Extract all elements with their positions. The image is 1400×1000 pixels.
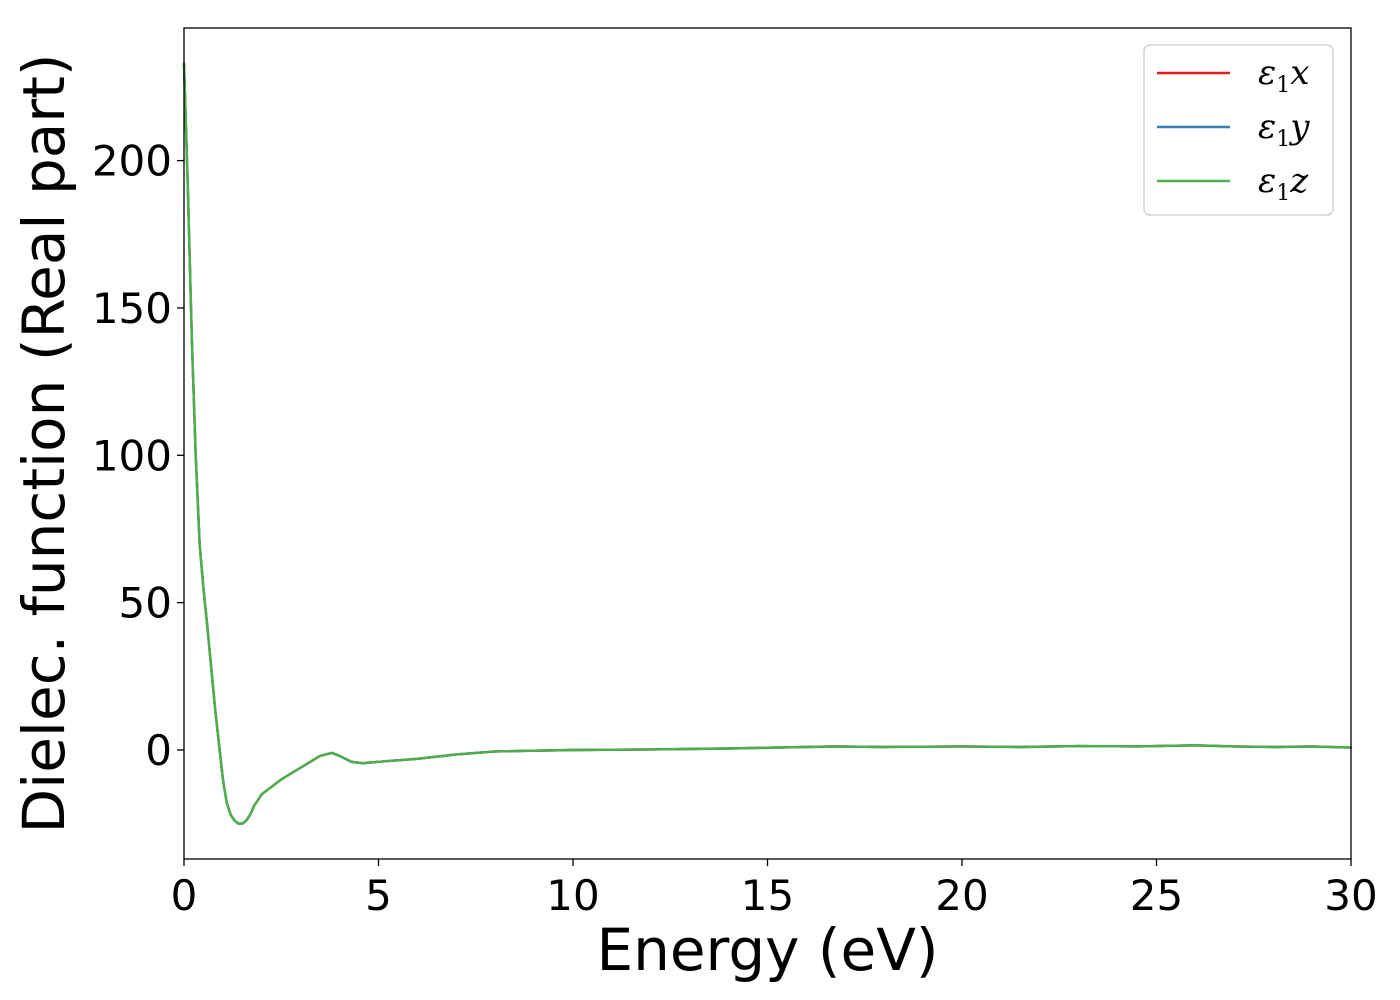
y-tick-label: 150	[92, 284, 172, 333]
x-tick-label: 15	[741, 871, 794, 920]
legend-items: ε1x ε1y ε1z	[1157, 53, 1310, 206]
legend-frame	[1143, 44, 1334, 216]
x-tick-label: 30	[1324, 871, 1377, 920]
y-axis-label: Dielec. function (Real part)	[10, 53, 78, 833]
x-tick-label: 0	[171, 871, 198, 920]
x-tick-label: 5	[365, 871, 392, 920]
y-tick-label: 0	[145, 726, 172, 775]
y-axis-ticks: 0 50 100 150 200	[92, 137, 184, 775]
series-layer	[182, 62, 1353, 825]
x-axis-label: Energy (eV)	[596, 916, 938, 984]
legend-label-z: ε1z	[1258, 161, 1309, 206]
legend-label-x: ε1x	[1258, 53, 1309, 98]
y-tick-label: 100	[92, 431, 172, 480]
x-axis-ticks: 0 5 10 15 20 25 30	[171, 859, 1378, 920]
series-line-z	[182, 62, 1353, 825]
legend: ε1x ε1y ε1z	[1143, 44, 1334, 216]
x-tick-label: 10	[546, 871, 599, 920]
legend-label-y: ε1y	[1258, 107, 1310, 152]
x-tick-label: 20	[935, 871, 988, 920]
y-tick-label: 50	[119, 579, 172, 628]
x-tick-label: 25	[1130, 871, 1183, 920]
y-tick-label: 200	[92, 137, 172, 186]
